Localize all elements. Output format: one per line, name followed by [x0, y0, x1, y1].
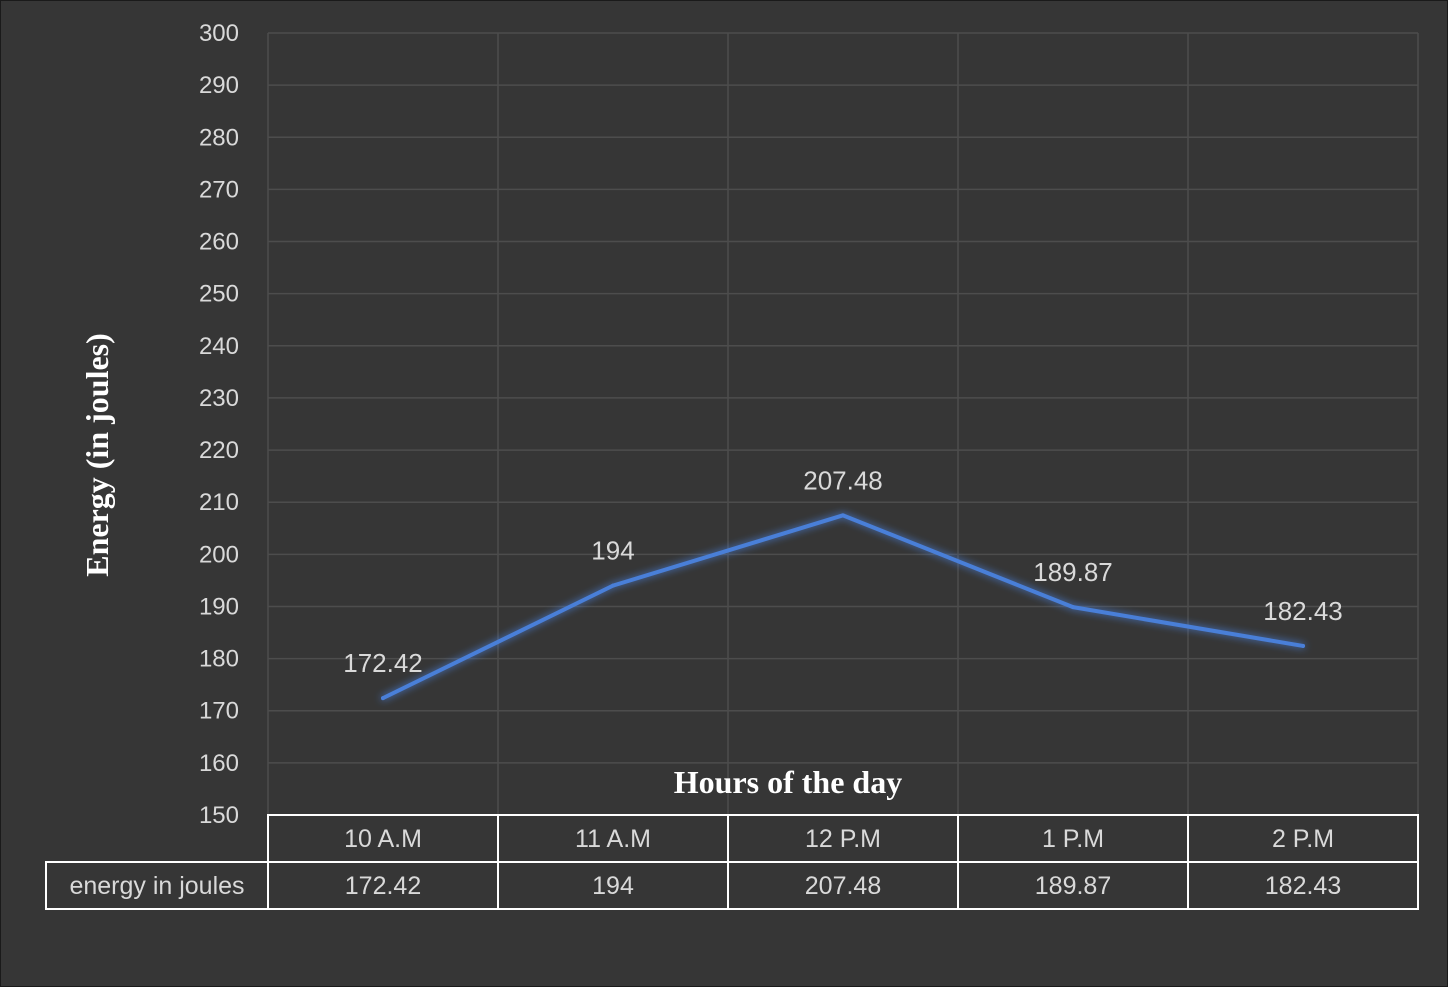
data-point-4: [1301, 643, 1305, 648]
y-tick-230: 230: [199, 385, 239, 412]
y-tick-190: 190: [199, 593, 239, 620]
y-tick-240: 240: [199, 333, 239, 360]
y-tick-170: 170: [199, 698, 239, 725]
table-value-0: 172.42: [345, 872, 421, 900]
y-tick-220: 220: [199, 437, 239, 464]
data-point-2: [841, 513, 845, 518]
series-energy: [381, 513, 1305, 701]
data-label-4: 182.43: [1263, 596, 1343, 626]
data-table: 10 A.M 11 A.M 12 P.M 1 P.M 2 P.M energy in jo…: [45, 814, 1419, 910]
y-tick-160: 160: [199, 750, 239, 777]
table-value-2: 207.48: [805, 872, 881, 900]
y-tick-250: 250: [199, 281, 239, 308]
y-tick-270: 270: [199, 176, 239, 203]
data-point-1: [611, 583, 615, 588]
y-tick-180: 180: [199, 646, 239, 673]
x-tick-0: 10 A.M: [344, 825, 422, 853]
data-label-3: 189.87: [1033, 557, 1113, 587]
table-value-1: 194: [592, 872, 634, 900]
y-tick-210: 210: [199, 489, 239, 516]
data-labels: 172.42 194 207.48 189.87 182.43: [343, 465, 1343, 678]
data-point-0: [381, 696, 385, 701]
table-series-name: energy in joules: [69, 872, 244, 900]
y-tick-200: 200: [199, 541, 239, 568]
data-point-3: [1071, 605, 1075, 610]
table-value-row: [45, 861, 1419, 910]
y-tick-260: 260: [199, 229, 239, 256]
y-axis-label: Energy (in joules): [79, 333, 115, 577]
data-label-0: 172.42: [343, 648, 423, 678]
y-tick-150: 150: [199, 802, 239, 829]
data-label-1: 194: [591, 536, 634, 566]
x-tick-4: 2 P.M: [1272, 825, 1334, 853]
y-axis-ticks: 150 160 170 180 190 200 210 220 230 240 250 260 270 2…: [199, 20, 239, 829]
x-tick-2: 12 P.M: [805, 825, 881, 853]
y-tick-280: 280: [199, 124, 239, 151]
x-tick-3: 1 P.M: [1042, 825, 1104, 853]
y-tick-300: 300: [199, 20, 239, 47]
y-tick-290: 290: [199, 72, 239, 99]
table-value-4: 182.43: [1265, 872, 1341, 900]
x-tick-1: 11 A.M: [575, 825, 651, 853]
data-label-2: 207.48: [803, 465, 883, 495]
table-value-3: 189.87: [1035, 872, 1111, 900]
x-axis-label: Hours of the day: [674, 764, 902, 800]
